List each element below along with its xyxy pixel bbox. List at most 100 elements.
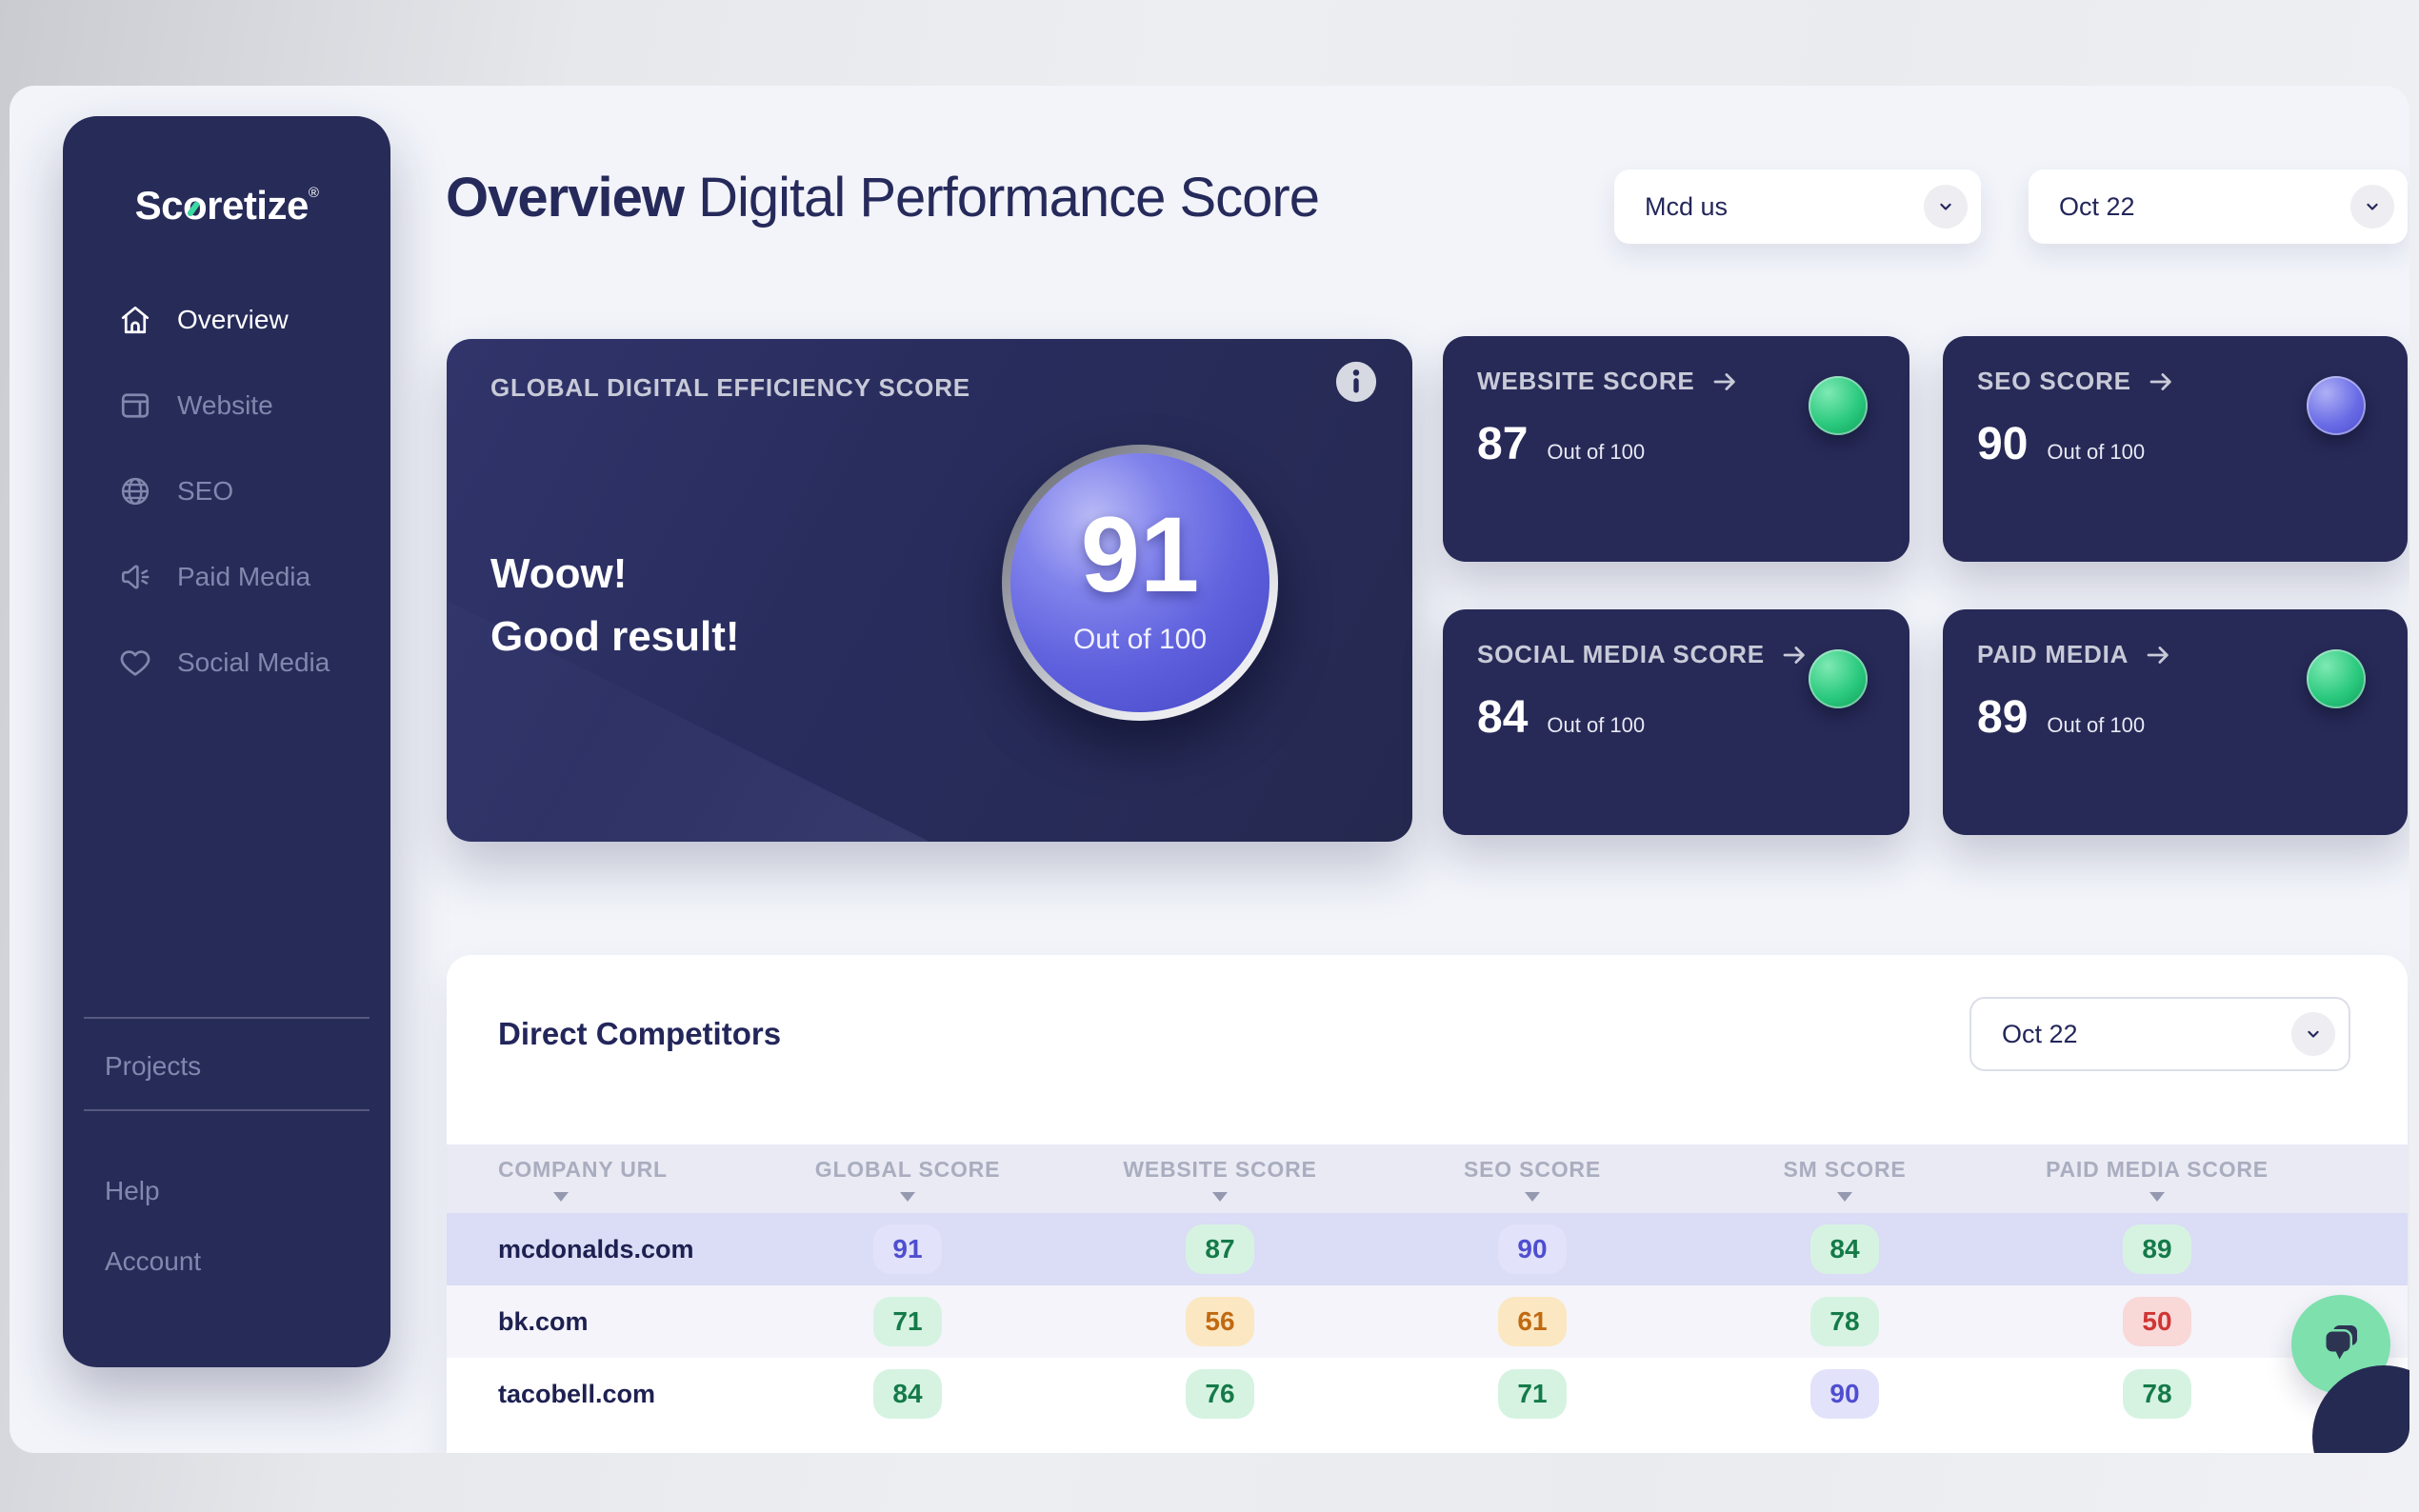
company-filter-value: Mcd us (1645, 191, 1729, 221)
heart-icon (120, 650, 150, 676)
arrow-right-icon (2147, 646, 2169, 664)
company-filter-select[interactable]: Mcd us (1614, 169, 1981, 244)
sidebar-item-website[interactable]: Website (63, 379, 390, 432)
score-badge: 50 (2123, 1297, 2191, 1346)
sort-icon[interactable] (1837, 1191, 1852, 1202)
column-header-paid-media-score: PAID MEDIA SCORE (2001, 1157, 2313, 1202)
score-badge: 71 (1498, 1369, 1567, 1419)
status-indicator (2307, 649, 2366, 708)
sidebar-item-help[interactable]: Help (105, 1176, 160, 1205)
brand-logo: Scoretize® (63, 183, 390, 229)
company-url: bk.com (498, 1306, 589, 1336)
seo-score-label: SEO SCORE (1977, 367, 2131, 395)
status-indicator (2307, 376, 2366, 435)
website-score-card[interactable]: WEBSITE SCORE 87 Out of 100 (1443, 336, 1909, 562)
sidebar-item-seo[interactable]: SEO (63, 465, 390, 518)
score-message: Woow! Good result! (490, 543, 740, 668)
column-header-global-score: GLOBAL SCORE (751, 1157, 1064, 1202)
competitors-header: Direct Competitors Oct 22 (447, 955, 2408, 1071)
info-icon[interactable] (1334, 360, 1378, 404)
chevron-down-icon (2350, 185, 2394, 229)
app-window: Scoretize® Overview Website SEO (10, 86, 2409, 1453)
paid-media-score-outof: Out of 100 (2047, 713, 2146, 737)
sidebar-divider (84, 1109, 370, 1111)
sidebar-item-label: SEO (177, 476, 234, 506)
seo-score-outof: Out of 100 (2047, 440, 2146, 464)
browser-icon (121, 393, 150, 418)
paid-media-score-card[interactable]: PAID MEDIA 89 Out of 100 (1943, 609, 2408, 835)
sort-icon[interactable] (1525, 1191, 1540, 1202)
chevron-down-icon (2291, 1012, 2335, 1056)
column-header-company-url: COMPANY URL (447, 1157, 751, 1202)
page-title-rest: Digital Performance Score (683, 167, 1320, 229)
sidebar-item-social-media[interactable]: Social Media (63, 636, 390, 689)
date-filter-select[interactable]: Oct 22 (2029, 169, 2408, 244)
table-row[interactable]: mcdonalds.com 91 87 90 84 89 (447, 1213, 2408, 1285)
score-badge: 87 (1186, 1224, 1254, 1274)
social-media-score-value: 84 (1477, 692, 1529, 743)
score-badge: 78 (2123, 1369, 2191, 1419)
score-message-line2: Good result! (490, 613, 740, 660)
seo-score-card[interactable]: SEO SCORE 90 Out of 100 (1943, 336, 2408, 562)
sidebar-divider (84, 1017, 370, 1019)
paid-media-score-value: 89 (1977, 692, 2029, 743)
score-badge: 90 (1810, 1369, 1879, 1419)
company-url: tacobell.com (498, 1379, 656, 1408)
sidebar-item-account[interactable]: Account (105, 1246, 202, 1276)
score-badge: 71 (873, 1297, 942, 1346)
globe-icon (121, 477, 150, 506)
score-badge: 89 (2123, 1224, 2191, 1274)
sort-icon[interactable] (553, 1191, 569, 1202)
page-title-emphasis: Overview (446, 167, 685, 229)
sidebar-item-projects[interactable]: Projects (105, 1051, 202, 1081)
score-badge: 61 (1498, 1297, 1567, 1346)
competitors-title: Direct Competitors (498, 1016, 782, 1051)
sidebar-item-label: Social Media (177, 647, 330, 677)
score-gauge-face: 91 Out of 100 (1010, 453, 1269, 712)
score-badge: 78 (1810, 1297, 1879, 1346)
arrow-right-icon (2149, 372, 2171, 390)
score-badge: 84 (873, 1369, 942, 1419)
global-score-label: GLOBAL DIGITAL EFFICIENCY SCORE (490, 373, 970, 402)
registered-mark: ® (308, 185, 319, 201)
score-badge: 76 (1186, 1369, 1254, 1419)
sort-icon[interactable] (900, 1191, 915, 1202)
website-score-outof: Out of 100 (1547, 440, 1646, 464)
social-media-score-outof: Out of 100 (1547, 713, 1646, 737)
sort-icon[interactable] (1212, 1191, 1228, 1202)
brand-name: Scoretize (134, 183, 310, 228)
megaphone-icon (121, 565, 150, 589)
paid-media-score-label: PAID MEDIA (1977, 640, 2129, 668)
sidebar-item-overview[interactable]: Overview (63, 293, 390, 347)
column-header-website-score: WEBSITE SCORE (1064, 1157, 1376, 1202)
company-url: mcdonalds.com (498, 1234, 694, 1263)
score-badge: 84 (1810, 1224, 1879, 1274)
sidebar-item-label: Overview (177, 305, 289, 334)
social-media-score-card[interactable]: SOCIAL MEDIA SCORE 84 Out of 100 (1443, 609, 1909, 835)
table-row[interactable]: bk.com 71 56 61 78 50 (447, 1285, 2408, 1358)
sidebar-item-paid-media[interactable]: Paid Media (63, 550, 390, 604)
table-row[interactable]: tacobell.com 84 76 71 90 78 (447, 1358, 2408, 1430)
website-score-label: WEBSITE SCORE (1477, 367, 1695, 395)
sort-icon[interactable] (2149, 1191, 2165, 1202)
sidebar-item-label: Paid Media (177, 562, 311, 591)
direct-competitors-card: Direct Competitors Oct 22 COMPANY URL GL… (447, 955, 2408, 1453)
sidebar: Scoretize® Overview Website SEO (63, 116, 390, 1367)
status-indicator (1809, 649, 1868, 708)
date-filter-value: Oct 22 (2059, 191, 2135, 221)
competitors-date-select[interactable]: Oct 22 (1969, 997, 2350, 1071)
page-title: Overview Digital Performance Score (446, 166, 1320, 229)
sidebar-nav: Overview Website SEO Paid Media Social M… (63, 293, 390, 722)
global-score-outof: Out of 100 (1072, 624, 1208, 655)
chevron-down-icon (1924, 185, 1968, 229)
score-badge: 56 (1186, 1297, 1254, 1346)
home-icon (121, 306, 150, 334)
column-header-sm-score: SM SCORE (1689, 1157, 2001, 1202)
score-badge: 90 (1498, 1224, 1567, 1274)
website-score-value: 87 (1477, 419, 1529, 469)
column-header-seo-score: SEO SCORE (1376, 1157, 1689, 1202)
score-gauge: 91 Out of 100 (1002, 445, 1278, 721)
score-badge: 91 (873, 1224, 942, 1274)
competitors-table: COMPANY URL GLOBAL SCORE WEBSITE SCORE S… (447, 1144, 2408, 1430)
